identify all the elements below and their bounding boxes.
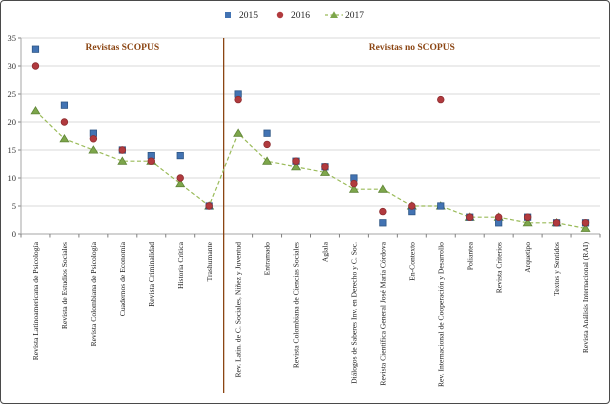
data-point-2015 bbox=[379, 219, 387, 227]
category-label: Diálogos de Saberes Inv. en Derecho y C.… bbox=[350, 242, 359, 384]
category-label: Cuadernos de Economía bbox=[118, 241, 127, 316]
data-point-2016 bbox=[350, 179, 358, 188]
chart-legend: 2015 2016 2017 bbox=[225, 11, 364, 21]
y-tick-label: 30 bbox=[8, 61, 17, 71]
data-point-2016 bbox=[523, 213, 532, 221]
data-point-2017 bbox=[522, 218, 533, 227]
data-point-2016 bbox=[466, 213, 474, 221]
data-point-2017 bbox=[319, 167, 330, 176]
y-tick-label: 10 bbox=[8, 173, 17, 183]
data-point-2016 bbox=[437, 95, 445, 104]
category-label: Entramado bbox=[263, 242, 272, 276]
y-tick-label: 5 bbox=[12, 201, 16, 211]
data-point-2017 bbox=[348, 184, 359, 193]
category-label: Rev. Internacional de Cooperación y Desa… bbox=[436, 242, 445, 387]
data-point-2017 bbox=[262, 156, 273, 165]
category-label: Textos y Sentidos bbox=[552, 242, 561, 296]
legend-label: 2017 bbox=[345, 11, 364, 21]
legend-square-icon bbox=[225, 12, 231, 18]
series-line-2017 bbox=[35, 110, 586, 229]
legend-label: 2016 bbox=[291, 11, 310, 21]
category-label: Aglala bbox=[321, 241, 330, 262]
data-point-2016 bbox=[494, 213, 503, 221]
legend-triangle-icon bbox=[330, 11, 338, 18]
section-label: Revistas SCOPUS bbox=[86, 43, 160, 53]
y-tick-label: 20 bbox=[8, 117, 17, 127]
legend-label: 2015 bbox=[239, 11, 258, 21]
data-point-2016 bbox=[408, 202, 416, 210]
data-point-2016 bbox=[234, 95, 242, 104]
data-point-2016 bbox=[31, 62, 40, 70]
category-label: En-Contexto bbox=[407, 242, 416, 281]
y-tick-label: 35 bbox=[8, 33, 17, 43]
y-tick-label: 25 bbox=[8, 89, 17, 99]
data-point-2017 bbox=[88, 145, 99, 154]
category-label: Revista Criterios bbox=[494, 242, 503, 293]
category-label: Revista Científica General José María Có… bbox=[378, 241, 387, 385]
data-point-2017 bbox=[30, 106, 41, 115]
category-label: Revista Colombiana de Ciencias Sociales bbox=[292, 242, 301, 368]
category-label: Trashumante bbox=[205, 241, 214, 281]
data-point-2015 bbox=[437, 202, 445, 210]
category-label: Rev. Latin. de C. Sociales, Niñez y Juve… bbox=[234, 242, 243, 378]
data-point-2016 bbox=[60, 118, 69, 126]
data-point-2015 bbox=[176, 151, 184, 160]
category-label: Revista Análisis Internacional (RAI) bbox=[581, 242, 590, 354]
data-point-2017 bbox=[580, 223, 591, 232]
y-tick-label: 0 bbox=[12, 229, 16, 239]
legend-circle-icon bbox=[276, 11, 284, 19]
data-point-2017 bbox=[59, 134, 70, 143]
data-point-2016 bbox=[118, 146, 127, 154]
data-point-2016 bbox=[147, 157, 155, 165]
data-point-2016 bbox=[581, 219, 590, 227]
category-label: Revista de Estudios Sociales bbox=[60, 242, 69, 329]
data-point-2016 bbox=[205, 202, 213, 210]
category-label: Poliantea bbox=[465, 241, 474, 270]
data-point-2015 bbox=[60, 101, 69, 109]
data-point-2017 bbox=[175, 178, 186, 188]
data-point-2016 bbox=[379, 207, 387, 216]
section-label: Revistas no SCOPUS bbox=[369, 43, 455, 53]
category-label: Revista Colombiana de Psicología bbox=[89, 241, 98, 346]
category-label: Revista Latinoamericana de Psicología bbox=[31, 241, 40, 360]
data-point-2017 bbox=[291, 162, 302, 171]
data-point-2015 bbox=[263, 129, 271, 137]
data-point-2017 bbox=[117, 156, 128, 165]
data-point-2016 bbox=[89, 135, 98, 143]
data-point-2017 bbox=[233, 128, 244, 137]
data-point-2016 bbox=[263, 140, 271, 149]
data-point-2016 bbox=[552, 219, 561, 227]
data-point-2015 bbox=[31, 45, 40, 53]
data-point-2016 bbox=[292, 157, 300, 165]
data-point-2016 bbox=[321, 163, 329, 171]
y-tick-label: 15 bbox=[8, 145, 17, 155]
data-point-2017 bbox=[377, 184, 388, 193]
data-point-2016 bbox=[176, 174, 184, 182]
category-label: Historia Crítica bbox=[176, 241, 185, 289]
category-label: Revista Criminalidad bbox=[147, 242, 156, 307]
category-label: Arquetipo bbox=[523, 242, 532, 273]
